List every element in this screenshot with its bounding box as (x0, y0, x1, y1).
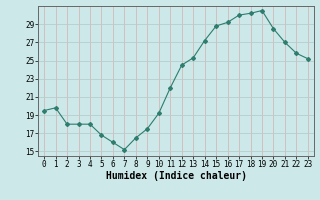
X-axis label: Humidex (Indice chaleur): Humidex (Indice chaleur) (106, 171, 246, 181)
